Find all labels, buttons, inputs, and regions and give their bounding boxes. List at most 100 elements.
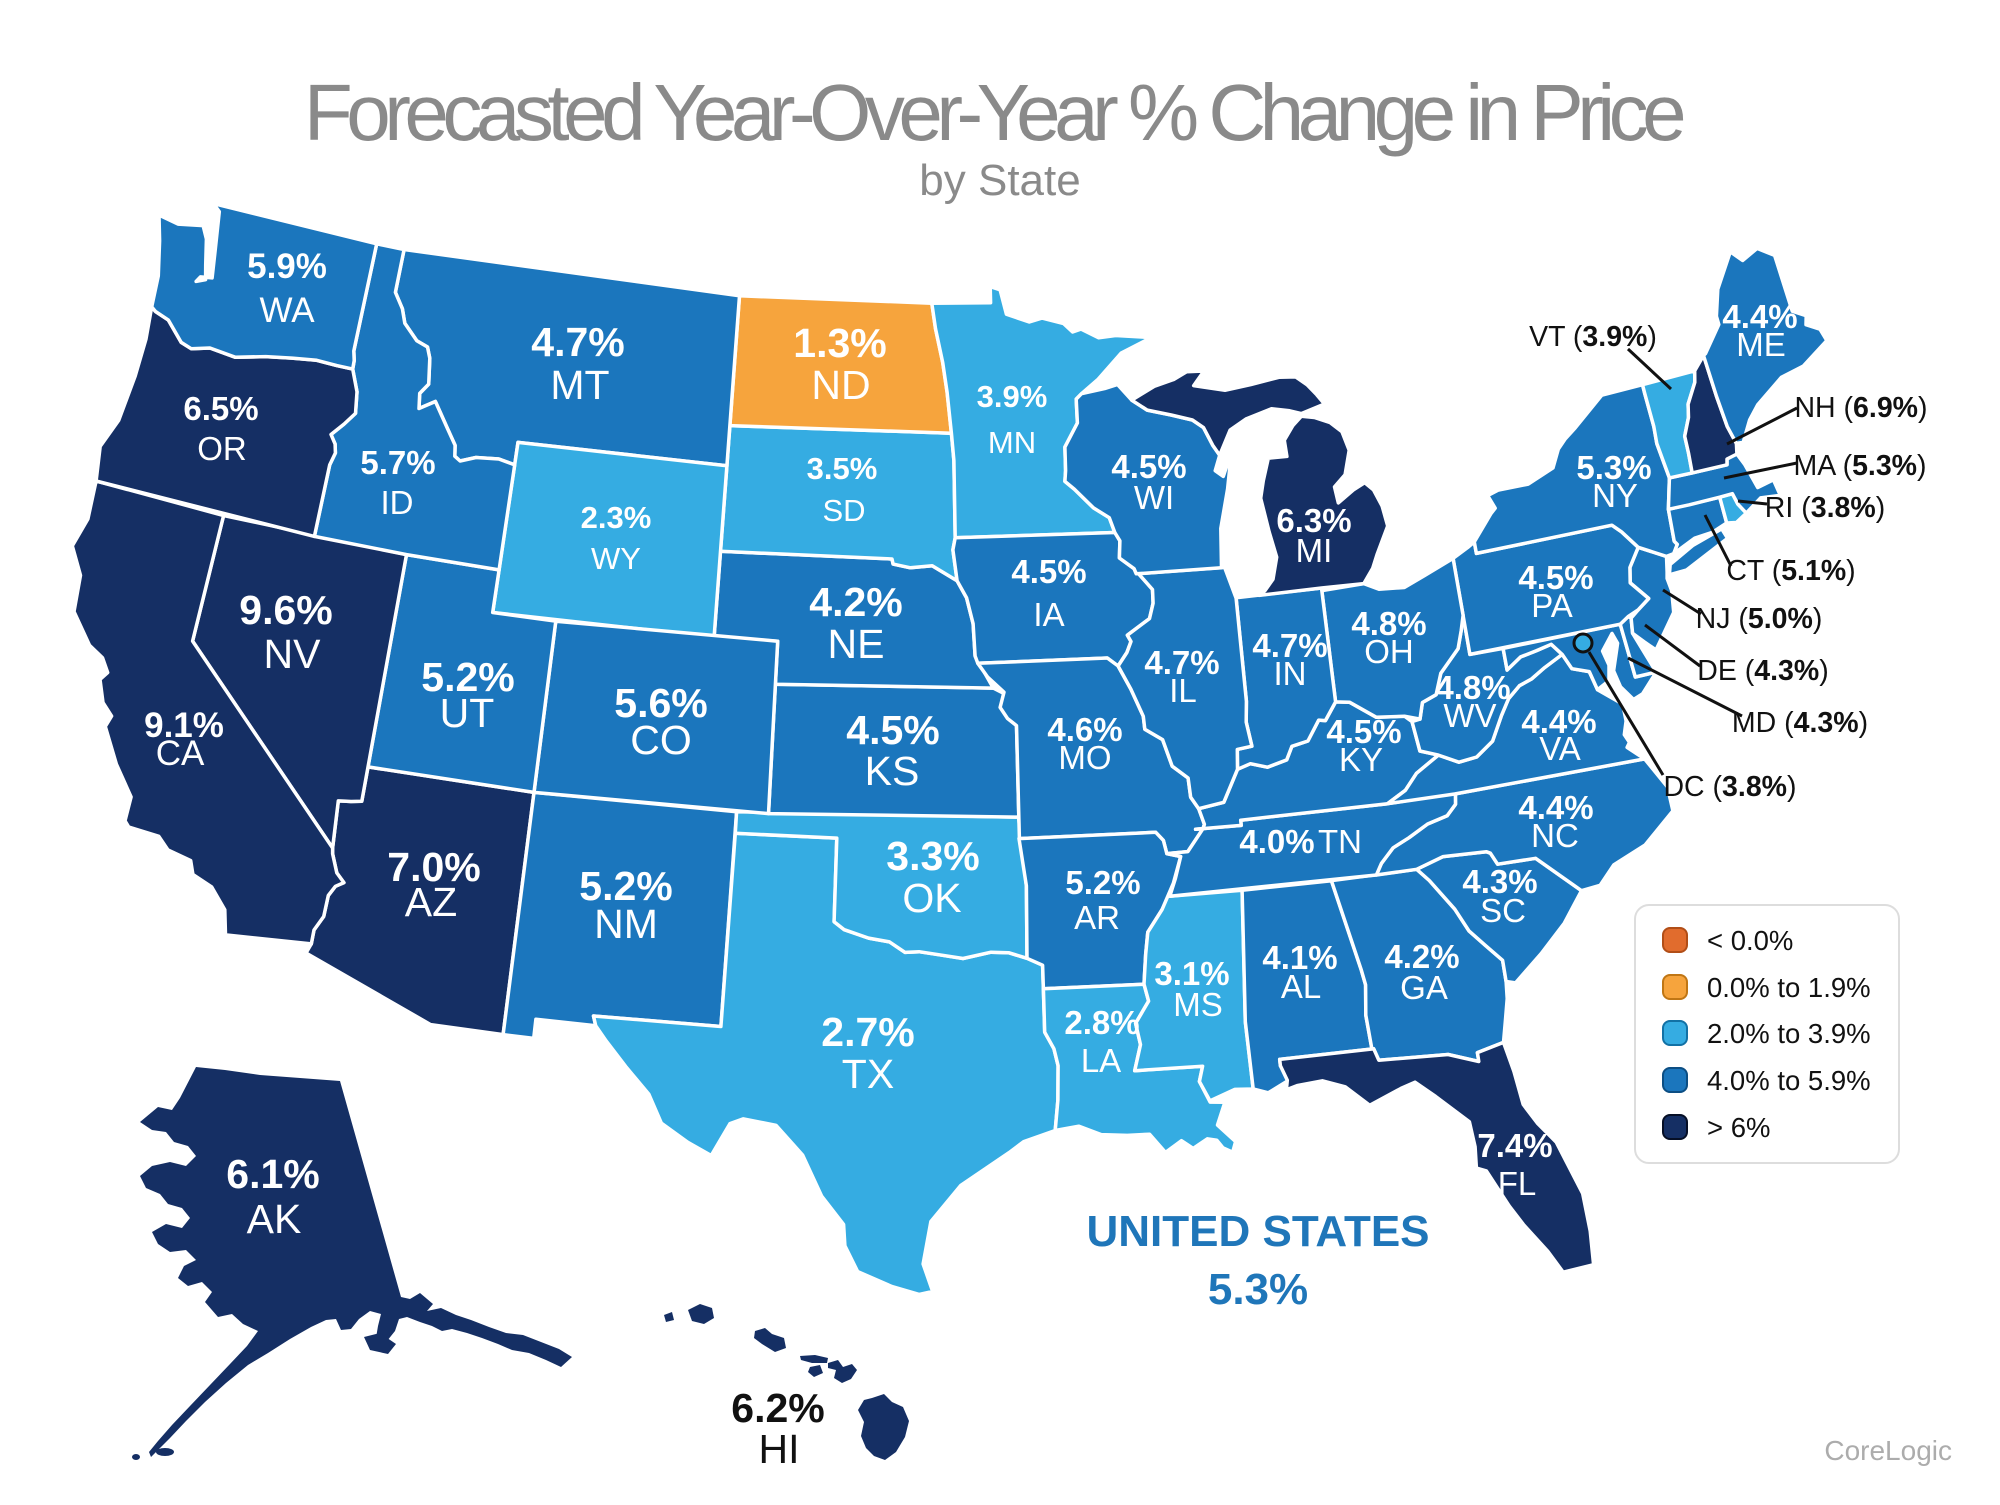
svg-text:5.2%: 5.2% xyxy=(421,654,514,700)
svg-text:4.4%: 4.4% xyxy=(1722,298,1797,335)
svg-text:HI: HI xyxy=(759,1426,800,1472)
svg-text:2.7%: 2.7% xyxy=(821,1009,914,1055)
svg-text:RI (3.8%): RI (3.8%) xyxy=(1765,492,1885,524)
svg-text:5.7%: 5.7% xyxy=(360,444,435,481)
svg-text:WV: WV xyxy=(1443,697,1496,734)
svg-text:CT (5.1%): CT (5.1%) xyxy=(1726,555,1855,587)
svg-text:5.3%: 5.3% xyxy=(1208,1265,1308,1314)
svg-text:9.1%: 9.1% xyxy=(144,706,224,745)
svg-text:3.5%: 3.5% xyxy=(807,451,878,486)
svg-text:GA: GA xyxy=(1400,969,1448,1006)
svg-text:7.4%: 7.4% xyxy=(1477,1127,1552,1164)
svg-text:NM: NM xyxy=(594,901,658,947)
svg-text:UT: UT xyxy=(440,690,495,736)
svg-text:IA: IA xyxy=(1033,596,1064,633)
svg-text:AK: AK xyxy=(247,1196,302,1242)
svg-text:ND: ND xyxy=(811,362,870,408)
svg-text:4.8%: 4.8% xyxy=(1435,669,1510,706)
svg-text:4.0%: 4.0% xyxy=(1239,823,1314,860)
svg-text:WY: WY xyxy=(591,541,641,576)
svg-text:MS: MS xyxy=(1173,986,1223,1023)
svg-text:4.2%: 4.2% xyxy=(809,579,902,625)
svg-text:DE (4.3%): DE (4.3%) xyxy=(1697,655,1828,687)
svg-text:4.1%: 4.1% xyxy=(1262,939,1337,976)
svg-text:VT (3.9%): VT (3.9%) xyxy=(1529,321,1657,353)
svg-text:NC: NC xyxy=(1531,817,1579,854)
svg-text:TN: TN xyxy=(1318,823,1362,860)
svg-text:4.5%: 4.5% xyxy=(1011,553,1086,590)
svg-text:NJ (5.0%): NJ (5.0%) xyxy=(1696,603,1823,635)
svg-text:OH: OH xyxy=(1364,633,1414,670)
svg-text:OK: OK xyxy=(902,875,961,921)
svg-text:NE: NE xyxy=(828,621,885,667)
svg-text:4.5%: 4.5% xyxy=(846,707,939,753)
svg-text:MO: MO xyxy=(1058,739,1111,776)
svg-text:FL: FL xyxy=(1498,1165,1537,1202)
svg-text:3.3%: 3.3% xyxy=(886,833,979,879)
svg-text:WI: WI xyxy=(1134,479,1174,516)
svg-text:UNITED STATES: UNITED STATES xyxy=(1086,1207,1429,1256)
svg-text:WA: WA xyxy=(259,291,315,330)
svg-text:DC (3.8%): DC (3.8%) xyxy=(1663,771,1796,803)
svg-text:7.0%: 7.0% xyxy=(387,844,480,890)
svg-text:3.9%: 3.9% xyxy=(977,379,1048,414)
svg-text:5.2%: 5.2% xyxy=(1065,864,1140,901)
svg-text:NV: NV xyxy=(264,631,322,677)
svg-text:TX: TX xyxy=(842,1051,894,1097)
svg-text:KS: KS xyxy=(865,748,920,794)
svg-text:4.6%: 4.6% xyxy=(1047,711,1122,748)
svg-text:IL: IL xyxy=(1169,672,1197,709)
svg-text:NH (6.9%): NH (6.9%) xyxy=(1794,392,1927,424)
svg-text:AL: AL xyxy=(1281,968,1321,1005)
svg-text:Forecasted Year-Over-Year % Ch: Forecasted Year-Over-Year % Change in Pr… xyxy=(304,68,1683,157)
svg-text:OR: OR xyxy=(197,430,247,467)
svg-text:MD (4.3%): MD (4.3%) xyxy=(1732,707,1868,739)
svg-text:2.0% to 3.9%: 2.0% to 3.9% xyxy=(1707,1018,1871,1049)
svg-text:4.0% to 5.9%: 4.0% to 5.9% xyxy=(1707,1065,1871,1096)
svg-text:5.9%: 5.9% xyxy=(247,247,327,286)
svg-text:PA: PA xyxy=(1531,587,1573,624)
svg-text:4.7%: 4.7% xyxy=(531,319,624,365)
svg-text:3.1%: 3.1% xyxy=(1154,955,1229,992)
svg-text:6.2%: 6.2% xyxy=(731,1385,824,1431)
svg-text:4.5%: 4.5% xyxy=(1111,448,1186,485)
svg-text:0.0% to 1.9%: 0.0% to 1.9% xyxy=(1707,972,1871,1003)
svg-text:SD: SD xyxy=(822,493,865,528)
svg-text:4.5%: 4.5% xyxy=(1518,559,1593,596)
svg-text:CoreLogic: CoreLogic xyxy=(1824,1435,1952,1466)
svg-text:2.8%: 2.8% xyxy=(1064,1004,1139,1041)
svg-text:4.3%: 4.3% xyxy=(1462,863,1537,900)
svg-text:4.7%: 4.7% xyxy=(1252,627,1327,664)
svg-text:5.3%: 5.3% xyxy=(1576,449,1651,486)
svg-text:6.3%: 6.3% xyxy=(1276,502,1351,539)
svg-text:MT: MT xyxy=(550,362,609,408)
svg-text:1.3%: 1.3% xyxy=(793,320,886,366)
svg-text:AR: AR xyxy=(1074,899,1120,936)
svg-text:MN: MN xyxy=(988,425,1036,460)
svg-text:MA (5.3%): MA (5.3%) xyxy=(1793,450,1926,482)
svg-text:CA: CA xyxy=(156,734,205,773)
svg-text:NY: NY xyxy=(1592,477,1638,514)
svg-text:MI: MI xyxy=(1296,532,1333,569)
svg-text:2.3%: 2.3% xyxy=(581,500,652,535)
svg-text:9.6%: 9.6% xyxy=(239,587,332,633)
svg-text:6.1%: 6.1% xyxy=(226,1151,319,1197)
svg-text:4.8%: 4.8% xyxy=(1351,605,1426,642)
svg-text:4.5%: 4.5% xyxy=(1326,713,1401,750)
svg-text:by State: by State xyxy=(919,156,1080,205)
svg-text:CO: CO xyxy=(630,717,692,763)
svg-text:AZ: AZ xyxy=(405,879,457,925)
svg-text:ME: ME xyxy=(1736,326,1786,363)
svg-text:6.5%: 6.5% xyxy=(183,390,258,427)
svg-text:SC: SC xyxy=(1480,892,1526,929)
svg-text:LA: LA xyxy=(1081,1042,1121,1079)
svg-text:VA: VA xyxy=(1539,730,1581,767)
svg-text:5.2%: 5.2% xyxy=(579,863,672,909)
svg-text:5.6%: 5.6% xyxy=(614,680,707,726)
svg-text:4.2%: 4.2% xyxy=(1384,938,1459,975)
svg-text:4.4%: 4.4% xyxy=(1518,789,1593,826)
svg-text:> 6%: > 6% xyxy=(1707,1112,1770,1143)
svg-text:4.7%: 4.7% xyxy=(1144,644,1219,681)
svg-text:4.4%: 4.4% xyxy=(1521,703,1596,740)
svg-text:ID: ID xyxy=(381,484,414,521)
